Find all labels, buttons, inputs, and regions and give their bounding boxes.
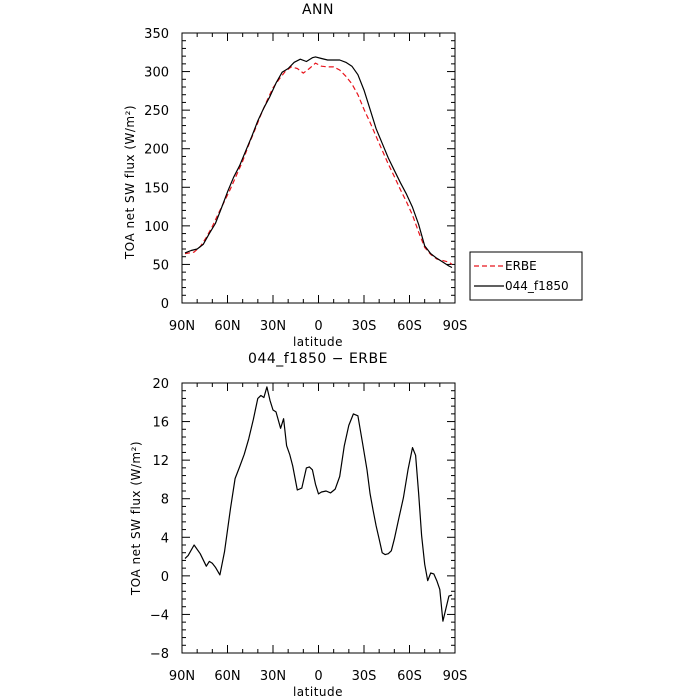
top-series-line-erbe — [184, 62, 453, 265]
bottom-y-tick-label: 0 — [161, 570, 169, 585]
bottom-x-tick-label: 60S — [397, 669, 422, 684]
bottom-y-tick-label: 20 — [152, 377, 169, 392]
bottom-y-tick-label: −8 — [150, 647, 169, 662]
top-series-line-044-f1850 — [184, 56, 453, 269]
top-x-tick-label: 90S — [443, 319, 468, 334]
top-x-tick-label: 0 — [314, 319, 322, 334]
bottom-y-tick-label: −4 — [150, 608, 169, 623]
bottom-series-line-difference — [184, 386, 453, 622]
top-x-tick-label: 30S — [352, 319, 377, 334]
top-y-tick-label: 100 — [144, 220, 169, 235]
bottom-chart-xlabel: latitude — [293, 685, 343, 699]
bottom-x-tick-label: 30S — [352, 669, 377, 684]
bottom-x-tick-label: 90N — [169, 669, 195, 684]
top-x-tick-label: 90N — [169, 319, 195, 334]
bottom-x-tick-label: 0 — [314, 669, 322, 684]
bottom-x-tick-label: 60N — [214, 669, 240, 684]
bottom-chart-ylabel: TOA net SW flux (W/m²) — [129, 441, 143, 596]
bottom-y-tick-label: 8 — [161, 493, 169, 508]
top-chart-panel: ANN 90N 60N 30N 0 30S 60S 90S 0 50 100 150 200 250 30… — [123, 2, 583, 349]
bottom-chart-panel: 044_f1850 − ERBE 90N 60N 30N 0 30S 60S 90S −8 −4… — [129, 351, 467, 699]
bottom-y-tick-label: 12 — [152, 454, 169, 469]
top-chart-plot-area: 90N 60N 30N 0 30S 60S 90S 0 50 100 150 200 250 300 350 — [144, 27, 467, 334]
top-chart-xlabel: latitude — [293, 335, 343, 349]
top-y-tick-label: 50 — [152, 258, 169, 273]
top-x-tick-label: 60N — [214, 319, 240, 334]
legend-box — [469, 251, 583, 301]
top-y-tick-label: 150 — [144, 181, 169, 196]
top-chart-legend: ERBE 044_f1850 — [469, 251, 583, 301]
bottom-x-tick-label: 30N — [260, 669, 286, 684]
top-y-tick-label: 250 — [144, 104, 169, 119]
bottom-plot-frame — [181, 382, 456, 654]
top-chart-ylabel: TOA net SW flux (W/m²) — [123, 105, 137, 260]
bottom-y-tick-label: 16 — [152, 416, 169, 431]
legend-model-label: 044_f1850 — [505, 279, 569, 293]
top-plot-frame — [181, 32, 456, 304]
top-x-tick-label: 60S — [397, 319, 422, 334]
top-chart-title: ANN — [302, 2, 334, 18]
bottom-x-tick-label: 90S — [443, 669, 468, 684]
bottom-chart-title: 044_f1850 − ERBE — [248, 351, 388, 367]
legend-erbe-label: ERBE — [505, 259, 537, 273]
bottom-chart-plot-area: 90N 60N 30N 0 30S 60S 90S −8 −4 0 4 8 12 16 20 — [150, 377, 468, 684]
top-y-tick-label: 200 — [144, 143, 169, 158]
top-y-tick-label: 350 — [144, 27, 169, 42]
top-y-tick-label: 0 — [161, 297, 169, 312]
bottom-y-tick-label: 4 — [161, 531, 169, 546]
top-x-tick-label: 30N — [260, 319, 286, 334]
top-y-tick-label: 300 — [144, 66, 169, 81]
